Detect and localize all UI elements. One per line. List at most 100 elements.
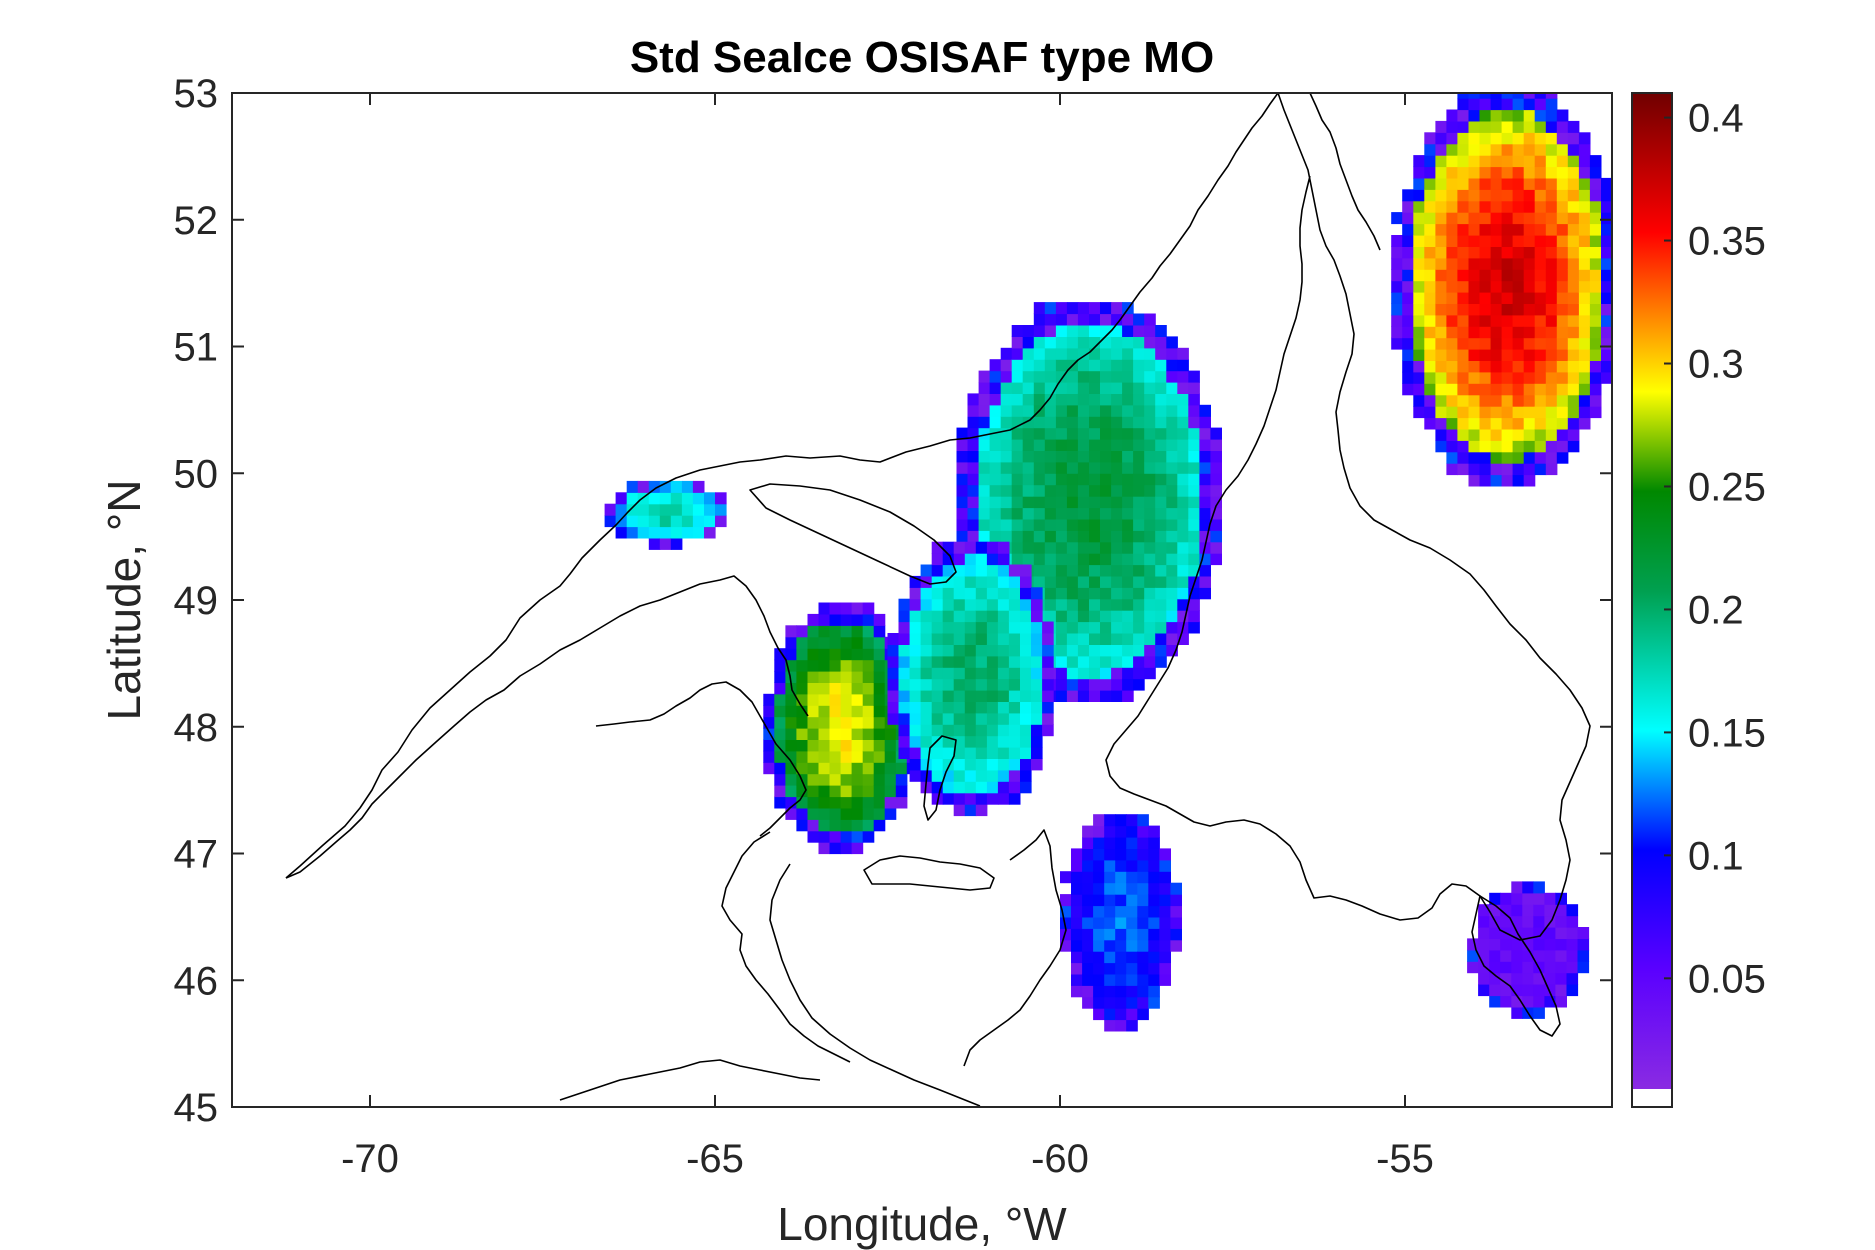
heatmap-cell — [1545, 223, 1558, 236]
heatmap-cell — [818, 648, 831, 661]
heatmap-cell — [785, 785, 797, 798]
heatmap-cell — [1402, 303, 1414, 316]
heatmap-cell — [1523, 143, 1536, 156]
heatmap-cell — [1391, 212, 1403, 225]
heatmap-cell — [1100, 610, 1112, 623]
heatmap-cell — [1479, 155, 1492, 168]
heatmap-cell — [1066, 621, 1079, 634]
heatmap-cell — [1060, 871, 1072, 884]
heatmap-cell — [1479, 428, 1492, 441]
heatmap-cell — [1533, 892, 1545, 905]
heatmap-cell — [920, 598, 933, 611]
heatmap-cell — [1055, 621, 1068, 634]
heatmap-cell — [986, 587, 999, 600]
heatmap-cell — [1111, 450, 1123, 463]
heatmap-cell — [895, 762, 908, 775]
heatmap-cell — [931, 690, 944, 702]
heatmap-cell — [1144, 404, 1156, 417]
heatmap-cell — [1155, 553, 1167, 566]
heatmap-cell — [887, 644, 900, 657]
heatmap-cell — [873, 682, 886, 695]
heatmap-cell — [818, 602, 831, 615]
heatmap-cell — [818, 830, 831, 843]
heatmap-cell — [1567, 292, 1580, 304]
heatmap-cell — [1523, 314, 1536, 327]
heatmap-cell — [1077, 473, 1090, 486]
heatmap-cell — [1424, 292, 1436, 304]
heatmap-cell — [1177, 541, 1189, 554]
heatmap-cell — [1055, 359, 1068, 372]
heatmap-cell — [1011, 461, 1024, 474]
heatmap-cell — [1020, 644, 1032, 657]
heatmap-cell — [1089, 541, 1101, 554]
heatmap-cell — [1523, 155, 1536, 168]
heatmap-cell — [1468, 93, 1481, 99]
heatmap-cell — [1523, 292, 1536, 304]
heatmap-cell — [1137, 996, 1149, 1009]
heatmap-cell — [1055, 644, 1068, 657]
heatmap-cell — [818, 785, 831, 798]
heatmap-cell — [967, 473, 980, 486]
heatmap-cell — [1490, 394, 1503, 407]
heatmap-cell — [909, 575, 922, 588]
heatmap-cell — [1177, 484, 1189, 497]
heatmap-cell — [1490, 212, 1503, 225]
heatmap-cell — [1177, 598, 1189, 611]
heatmap-cell — [1166, 496, 1178, 509]
heatmap-cell — [1008, 690, 1021, 702]
heatmap-cell — [1424, 166, 1436, 179]
heatmap-cell — [953, 747, 966, 759]
heatmap-cell — [1468, 98, 1481, 111]
heatmap-cell — [1020, 655, 1032, 668]
heatmap-cell — [1155, 393, 1167, 406]
heatmap-cell — [1490, 326, 1503, 339]
heatmap-cell — [1402, 235, 1414, 247]
heatmap-cell — [1501, 337, 1514, 350]
heatmap-cell — [1589, 383, 1602, 396]
heatmap-cell — [1512, 155, 1525, 168]
heatmap-cell — [1089, 336, 1101, 349]
heatmap-cell — [818, 625, 831, 638]
heatmap-cell — [1545, 132, 1558, 145]
heatmap-cell — [1501, 314, 1514, 327]
heatmap-cell — [920, 701, 933, 714]
heatmap-cell — [807, 671, 820, 683]
heatmap-cell — [1133, 610, 1145, 623]
heatmap-cell — [1523, 463, 1536, 476]
heatmap-cell — [1424, 303, 1436, 316]
heatmap-cell — [1589, 394, 1602, 407]
heatmap-cell — [1511, 904, 1523, 917]
heatmap-cell — [1126, 939, 1138, 952]
heatmap-cell — [1144, 450, 1156, 463]
heatmap-cell — [1071, 848, 1083, 861]
heatmap-cell — [1446, 189, 1458, 202]
heatmap-cell — [1177, 427, 1189, 440]
colorbar-tick-label: 0.35 — [1688, 220, 1766, 264]
heatmap-cell — [1566, 949, 1579, 962]
heatmap-cell — [1457, 280, 1469, 293]
heatmap-cell — [1424, 132, 1436, 145]
heatmap-cell — [1122, 530, 1134, 543]
y-tick-label: 52 — [174, 199, 219, 243]
heatmap-cell — [1512, 132, 1525, 145]
heatmap-cell — [1501, 177, 1514, 190]
heatmap-cell — [796, 728, 808, 740]
heatmap-cell — [1501, 223, 1514, 236]
heatmap-cell — [1468, 474, 1481, 487]
heatmap-cell — [1093, 985, 1105, 998]
heatmap-cell — [1077, 461, 1090, 474]
heatmap-cell — [1601, 303, 1612, 316]
heatmap-cell — [818, 807, 831, 820]
heatmap-cell — [1501, 292, 1514, 304]
heatmap-cell — [1055, 690, 1068, 702]
heatmap-cell — [1042, 724, 1054, 737]
heatmap-cell — [887, 655, 900, 668]
heatmap-cell — [1177, 518, 1189, 531]
heatmap-cell — [1534, 440, 1547, 453]
heatmap-cell — [1457, 143, 1469, 156]
heatmap-cell — [1115, 871, 1127, 884]
heatmap-cell — [1122, 473, 1134, 486]
heatmap-cell — [1111, 678, 1123, 691]
heatmap-cell — [873, 625, 886, 638]
heatmap-cell — [1545, 143, 1558, 156]
